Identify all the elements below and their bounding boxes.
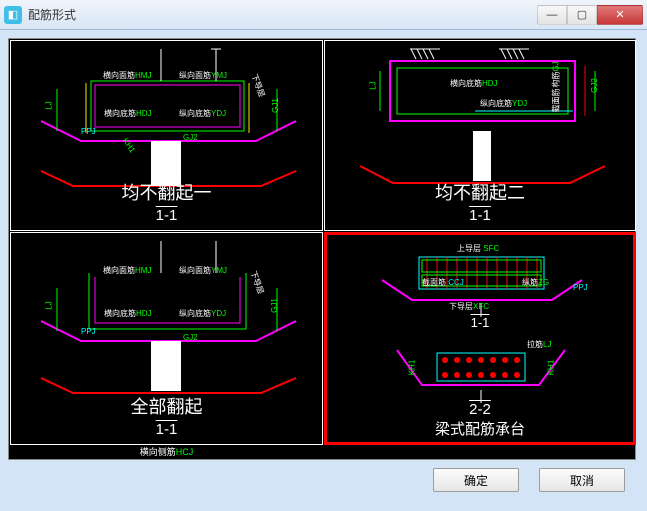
option-grid: 横向面筋HMJ 纵向面筋YMJ 横向底筋HDJ 纵向底筋YDJ LJ GJ1 下… [8, 38, 636, 460]
label-ppj-3: PPJ [81, 327, 96, 336]
option-4-caption: 2-2 梁式配筋承台 [327, 399, 633, 439]
option-4-sub1: 1-1 [327, 315, 633, 330]
close-button[interactable]: ✕ [597, 5, 643, 25]
label-ccj-4: 截面筋 CCJ [422, 277, 464, 288]
option-2-diagram [325, 41, 637, 191]
label-kh-4l: KH1 [407, 360, 416, 376]
label-ppj-4: PPJ [573, 283, 588, 292]
label-sfc-4: 上导层 SFC [457, 243, 499, 254]
label-lj-4: 拉筋LJ [527, 339, 551, 350]
label-ymj: 纵向面筋YMJ [179, 70, 227, 81]
footer-strip: 横向侧筋HCJ [10, 445, 323, 458]
ok-button[interactable]: 确定 [433, 468, 519, 492]
option-2-caption: 均不翻起二 1-1 [325, 179, 635, 224]
label-lj-3: LJ [45, 301, 54, 309]
dialog-content: 横向面筋HMJ 纵向面筋YMJ 横向底筋HDJ 纵向底筋YDJ LJ GJ1 下… [0, 30, 647, 500]
label-xfc-4: 下导层XFC [449, 301, 489, 312]
label-ydj-2: 纵向底筋YDJ [480, 98, 527, 109]
label-ydj: 纵向底筋YDJ [179, 108, 226, 119]
label-hmj-3: 横向面筋HMJ [103, 265, 151, 276]
option-2-cell[interactable]: 横向底筋HDJ 纵向底筋YDJ LJ GJ2 构筋GJ 截面筋 均不翻起二 1-… [324, 40, 636, 231]
button-row: 确定 取消 [8, 460, 639, 492]
label-ymj-3: 纵向面筋YMJ [179, 265, 227, 276]
window-title: 配筋形式 [28, 6, 537, 23]
option-1-caption: 均不翻起一 1-1 [11, 179, 322, 224]
label-gj1-3: GJ1 [270, 298, 279, 313]
label-hdj-2: 横向底筋HDJ [450, 78, 498, 89]
label-gj-2a: 构筋GJ [551, 61, 562, 87]
app-icon: ◧ [4, 6, 22, 24]
label-hmj: 横向面筋HMJ [103, 70, 151, 81]
option-4-cell[interactable]: 上导层 SFC 截面筋 CCJ 纵筋ZG PPJ 下导层XFC 拉筋LJ KH1… [324, 232, 636, 445]
label-hdj: 横向底筋HDJ [104, 108, 152, 119]
label-gj2-2: GJ2 [590, 78, 599, 93]
label-gj2-3: GJ2 [183, 333, 198, 342]
label-lj-l: LJ [45, 101, 54, 109]
cancel-button[interactable]: 取消 [539, 468, 625, 492]
titlebar: ◧ 配筋形式 — ▢ ✕ [0, 0, 647, 30]
label-kh-4r: KH1 [546, 360, 555, 376]
label-lj-2l: LJ [369, 81, 378, 89]
label-gj1-r: GJ1 [271, 98, 280, 113]
option-1-diagram [11, 41, 324, 191]
minimize-button[interactable]: — [537, 5, 567, 25]
label-jm-2: 截面筋 [551, 89, 562, 113]
option-1-cell[interactable]: 横向面筋HMJ 纵向面筋YMJ 横向底筋HDJ 纵向底筋YDJ LJ GJ1 下… [10, 40, 323, 231]
option-3-cell[interactable]: 横向面筋HMJ 纵向面筋YMJ 横向底筋HDJ 纵向底筋YDJ LJ PPJ G… [10, 232, 323, 445]
window-controls: — ▢ ✕ [537, 5, 643, 25]
label-ppj-1: PPJ [81, 127, 96, 136]
label-ydj-3: 纵向底筋YDJ [179, 308, 226, 319]
label-hdj-3: 横向底筋HDJ [104, 308, 152, 319]
maximize-button[interactable]: ▢ [567, 5, 597, 25]
option-3-diagram [11, 233, 324, 403]
option-3-caption: 全部翻起 1-1 [11, 393, 322, 438]
label-gj2-1: GJ2 [183, 133, 198, 142]
label-zg-4: 纵筋ZG [522, 277, 549, 288]
